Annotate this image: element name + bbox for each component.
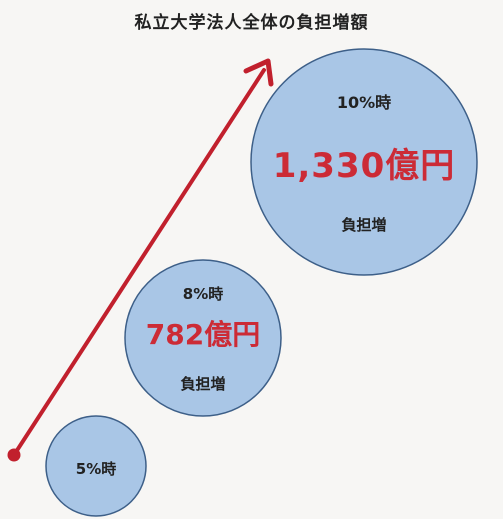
arrow-origin-dot <box>7 448 21 462</box>
growth-arrow <box>7 58 274 462</box>
amount-label-10: 1,330億円 <box>272 146 456 186</box>
diagram-title: 私立大学法人全体の負担増額 <box>134 13 369 33</box>
rate-label-5: 5%時 <box>75 460 117 478</box>
burden-label-10: 負担増 <box>341 216 387 234</box>
bubble-5-percent <box>45 415 147 517</box>
rate-label-8: 8%時 <box>182 285 224 303</box>
rate-label-10: 10%時 <box>336 93 392 112</box>
bubble-10-percent <box>250 48 478 276</box>
bubble-8-percent <box>124 259 282 417</box>
amount-label-8: 782億円 <box>145 318 261 351</box>
burden-label-8: 負担増 <box>180 375 226 393</box>
